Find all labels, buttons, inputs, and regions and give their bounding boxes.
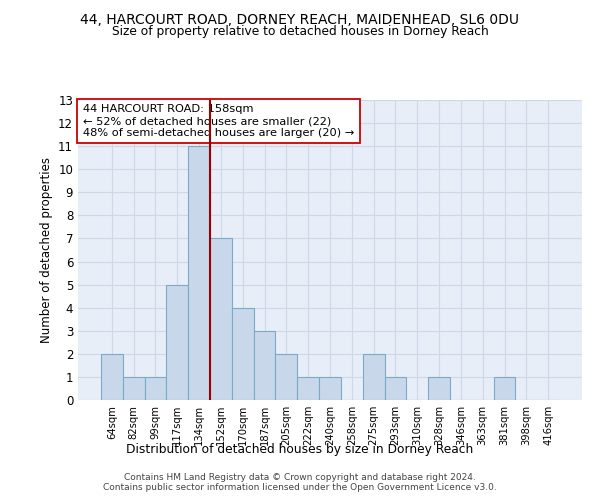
Text: 44 HARCOURT ROAD: 158sqm
← 52% of detached houses are smaller (22)
48% of semi-d: 44 HARCOURT ROAD: 158sqm ← 52% of detach… [83,104,354,138]
Bar [210,238,232,400]
Text: Contains public sector information licensed under the Open Government Licence v3: Contains public sector information licen… [103,484,497,492]
Bar [188,146,210,400]
Text: Contains HM Land Registry data © Crown copyright and database right 2024.: Contains HM Land Registry data © Crown c… [124,472,476,482]
Bar [428,377,450,400]
Bar [297,377,319,400]
Bar [319,377,341,400]
Bar [166,284,188,400]
Y-axis label: Number of detached properties: Number of detached properties [40,157,53,343]
Bar [145,377,166,400]
Bar [254,331,275,400]
Bar [101,354,123,400]
Bar [232,308,254,400]
Text: Distribution of detached houses by size in Dorney Reach: Distribution of detached houses by size … [127,442,473,456]
Bar [494,377,515,400]
Bar [363,354,385,400]
Bar [275,354,297,400]
Bar [385,377,406,400]
Text: 44, HARCOURT ROAD, DORNEY REACH, MAIDENHEAD, SL6 0DU: 44, HARCOURT ROAD, DORNEY REACH, MAIDENH… [80,12,520,26]
Text: Size of property relative to detached houses in Dorney Reach: Size of property relative to detached ho… [112,25,488,38]
Bar [123,377,145,400]
